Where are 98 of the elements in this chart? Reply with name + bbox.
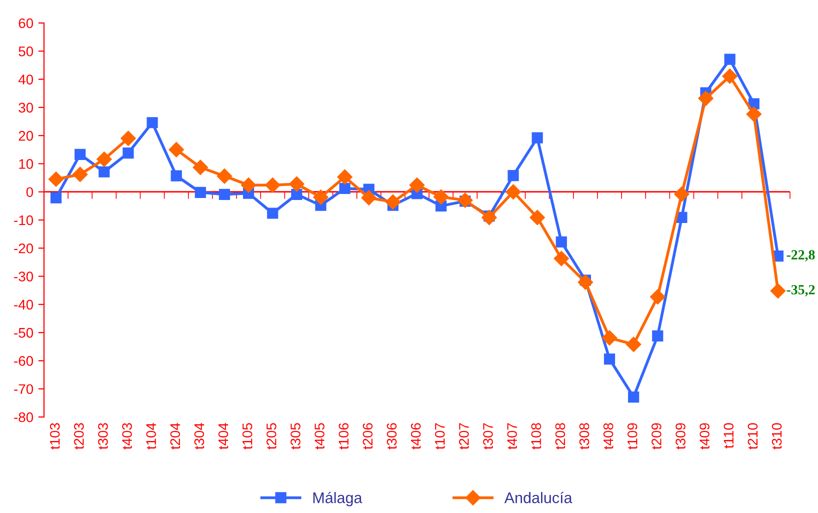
x-tick-label: t103 <box>50 423 60 450</box>
point <box>216 168 232 184</box>
point <box>532 132 543 144</box>
point <box>482 210 497 226</box>
point <box>50 192 62 204</box>
x-tick-label: t305 <box>290 423 300 450</box>
y-tick-label: -20 <box>14 243 34 254</box>
point <box>313 190 328 205</box>
x-tick-label: t308 <box>579 423 590 450</box>
point <box>578 274 594 290</box>
y-tick-label: -30 <box>14 272 34 282</box>
x-tick-label: t204 <box>170 422 180 450</box>
x-tick-label: t210 <box>748 423 758 450</box>
x-tick-label: t203 <box>74 423 84 450</box>
point <box>698 90 714 106</box>
legend-label: Málaga <box>313 492 362 506</box>
point <box>192 160 208 175</box>
x-tick-label: t407 <box>507 423 517 450</box>
point <box>96 152 112 167</box>
point <box>361 190 376 206</box>
y-tick-label: 10 <box>19 159 34 169</box>
x-tick-label: t105 <box>242 423 252 450</box>
y-tick-label: 0 <box>26 187 34 198</box>
data-label: -22,8 <box>786 250 815 262</box>
point <box>506 184 521 200</box>
point <box>458 192 473 208</box>
point <box>122 147 134 159</box>
x-tick-label: t409 <box>700 423 710 450</box>
point <box>650 289 666 304</box>
point <box>74 148 86 160</box>
x-tick-label: t109 <box>627 423 638 450</box>
x-tick-label: t205 <box>266 423 276 450</box>
x-tick-label: t403 <box>122 423 132 450</box>
x-tick-label: t309 <box>676 423 686 450</box>
x-tick-label: t104 <box>146 422 156 450</box>
point <box>194 186 206 198</box>
x-tick-label: t207 <box>459 423 469 450</box>
point <box>385 194 401 210</box>
point <box>508 170 519 182</box>
point <box>48 172 64 187</box>
point <box>530 210 545 226</box>
x-tick-label: t110 <box>724 423 734 448</box>
x-tick-label: t405 <box>314 423 324 450</box>
point <box>98 166 110 178</box>
point <box>652 330 664 342</box>
point <box>240 178 256 193</box>
point <box>433 189 449 204</box>
point <box>626 336 642 352</box>
x-tick-label: t208 <box>555 423 566 450</box>
x-tick-label: t303 <box>98 423 108 450</box>
data-label: -35,2 <box>786 285 815 296</box>
x-tick-label: t107 <box>434 423 445 450</box>
point <box>72 166 88 182</box>
point <box>604 353 616 365</box>
point <box>289 176 304 192</box>
x-tick-label: t306 <box>386 423 397 450</box>
x-tick-label: t307 <box>483 423 493 450</box>
point <box>602 330 618 346</box>
x-tick-label: t209 <box>652 423 662 450</box>
y-tick-label: 30 <box>18 102 34 113</box>
point <box>337 169 352 185</box>
point <box>722 68 738 84</box>
x-tick-label: t304 <box>194 422 204 450</box>
point <box>724 54 736 65</box>
point <box>291 188 302 200</box>
legend-label: Andalucía <box>504 492 572 504</box>
y-tick-label: -40 <box>14 300 34 310</box>
y-tick-label: -50 <box>14 328 34 338</box>
point <box>267 208 278 219</box>
point <box>674 186 690 202</box>
y-tick-label: -10 <box>14 215 34 226</box>
point <box>146 117 158 128</box>
x-tick-label: t206 <box>362 423 373 450</box>
x-tick-label: t108 <box>531 423 542 450</box>
point <box>218 188 230 200</box>
point <box>120 130 136 146</box>
y-tick-label: -70 <box>14 384 34 394</box>
point <box>770 283 786 298</box>
x-tick-label: t404 <box>218 422 228 450</box>
point <box>556 236 567 248</box>
y-tick-label: 60 <box>18 18 34 28</box>
point <box>170 170 182 182</box>
y-tick-label: -80 <box>14 412 34 422</box>
x-tick-label: t106 <box>338 423 349 450</box>
x-tick-label: t406 <box>410 423 421 450</box>
point <box>339 182 350 194</box>
point <box>265 178 280 193</box>
y-tick-label: 20 <box>18 130 34 141</box>
y-tick-label: 50 <box>18 46 34 56</box>
x-tick-label: t408 <box>603 423 614 450</box>
point <box>409 178 425 193</box>
point <box>168 142 184 158</box>
y-tick-label: -60 <box>14 356 34 366</box>
x-tick-label: t310 <box>772 423 782 450</box>
point <box>554 250 569 266</box>
y-tick-label: 40 <box>18 74 34 84</box>
point <box>628 391 640 403</box>
point <box>746 106 762 122</box>
